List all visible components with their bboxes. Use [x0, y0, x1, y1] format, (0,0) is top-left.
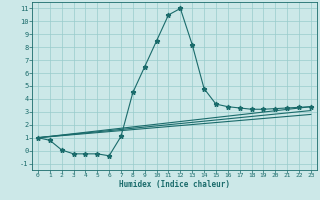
X-axis label: Humidex (Indice chaleur): Humidex (Indice chaleur)	[119, 180, 230, 189]
